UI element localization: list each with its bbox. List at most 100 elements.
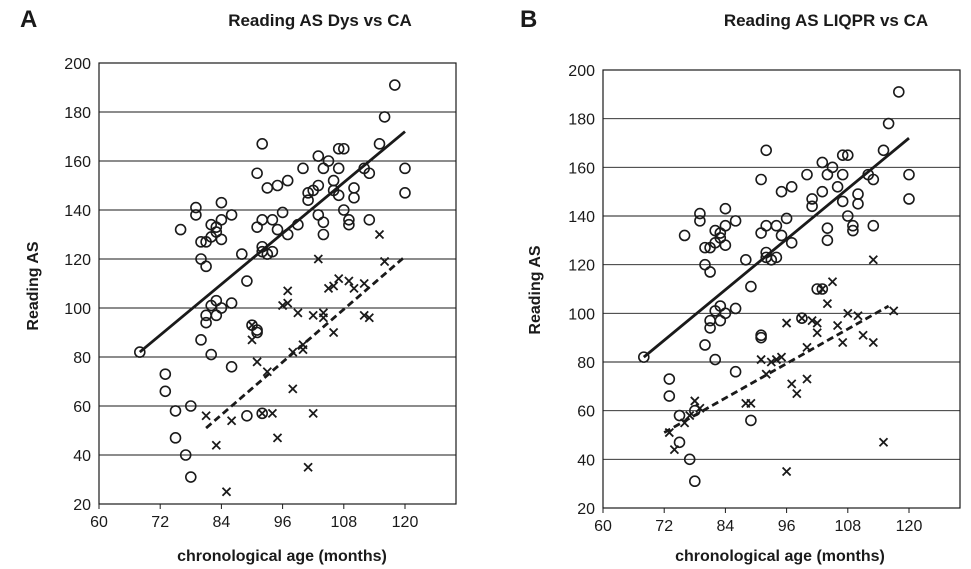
x-tick-label: 60 [594, 518, 612, 535]
circle-point [399, 187, 411, 199]
circle-point [801, 168, 813, 181]
circle-point [877, 144, 890, 157]
circle-point [699, 241, 711, 254]
circle-point [699, 339, 711, 351]
x-point [812, 328, 822, 338]
x-point [293, 308, 303, 318]
circle-point [236, 248, 248, 260]
circle-point [317, 162, 330, 175]
y-axis-label: Reading AS [25, 241, 42, 331]
circle-point [215, 233, 228, 246]
circle-point [673, 436, 686, 449]
chart-title: Reading AS LIQPR vs CA [724, 11, 928, 30]
circle-point [755, 227, 767, 239]
circle-point [796, 312, 808, 325]
circle-point [704, 322, 716, 334]
circle-point [663, 373, 676, 385]
circle-point [694, 215, 706, 227]
circle-point [363, 214, 376, 226]
circle-point [816, 185, 829, 198]
circle-point [770, 251, 783, 264]
circle-point [261, 182, 274, 194]
circle-point [826, 161, 839, 174]
circle-point [719, 202, 732, 215]
circle-point [729, 365, 742, 378]
circle-point [337, 204, 350, 216]
x-tick-label: 120 [392, 514, 419, 531]
circle-point [190, 209, 202, 221]
x-point [349, 283, 359, 294]
circle-point [694, 207, 706, 220]
x-point [247, 335, 257, 345]
circle-point [678, 229, 691, 242]
y-tick-labels: 20 40 60 80 100 120 140 160 180 200 [568, 63, 595, 518]
circle-point [704, 314, 716, 327]
circle-point [322, 155, 335, 167]
x-point [288, 384, 298, 394]
circle-point [673, 409, 686, 422]
circle-point [174, 223, 187, 236]
circle-point [343, 218, 355, 231]
x-point [374, 229, 385, 240]
x-point [889, 306, 899, 316]
x-point [211, 440, 221, 450]
circle-point [256, 407, 269, 420]
circle-point [251, 221, 263, 233]
circle-point [332, 162, 345, 175]
circle-point [251, 167, 263, 180]
circle-point [806, 200, 818, 213]
circle-point [159, 385, 172, 398]
x-tick-labels: 60 72 84 96 108 120 [90, 514, 418, 531]
circle-point [225, 297, 238, 309]
circle-point [271, 223, 284, 236]
y-tick-label: 80 [73, 350, 91, 367]
circle-point [348, 191, 360, 204]
circle-point [760, 144, 773, 157]
circle-point [200, 260, 212, 273]
circle-point [785, 236, 798, 249]
y-tick-label: 200 [568, 63, 595, 80]
circle-point [852, 198, 864, 210]
x-point [838, 337, 848, 348]
circle-point [388, 79, 401, 91]
x-point [201, 411, 211, 421]
x-point [771, 354, 782, 365]
y-tick-label: 20 [577, 501, 595, 518]
x-point [308, 310, 318, 320]
y-tick-label: 180 [64, 105, 91, 122]
circle-point [816, 156, 829, 169]
circle-point [210, 309, 223, 322]
y-tick-label: 20 [73, 497, 91, 514]
data-points [134, 79, 411, 497]
circle-point [159, 368, 172, 380]
x-tick-label: 108 [330, 514, 357, 531]
x-point [313, 254, 323, 264]
x-point [766, 357, 776, 367]
x-point [247, 320, 257, 330]
circle-point [852, 188, 864, 200]
x-point [868, 337, 878, 348]
circle-point [836, 149, 849, 161]
circle-point [867, 219, 880, 232]
circle-point [688, 475, 701, 488]
circle-point [241, 409, 253, 422]
circle-point [663, 390, 676, 402]
x-point [277, 300, 288, 311]
x-point [323, 283, 334, 294]
x-point [328, 281, 339, 291]
x-point [359, 310, 369, 320]
x-point [843, 308, 853, 318]
x-point [822, 298, 833, 309]
x-point [328, 327, 339, 338]
y-tick-label: 120 [568, 258, 595, 275]
circle-point [169, 405, 182, 417]
circle-point [760, 219, 773, 232]
x-point [832, 320, 843, 331]
circle-point [755, 173, 767, 186]
x-point [812, 318, 822, 328]
circle-point [704, 266, 716, 278]
circle-point [312, 150, 325, 162]
panel-label: A [20, 6, 37, 33]
x-point [283, 286, 293, 296]
